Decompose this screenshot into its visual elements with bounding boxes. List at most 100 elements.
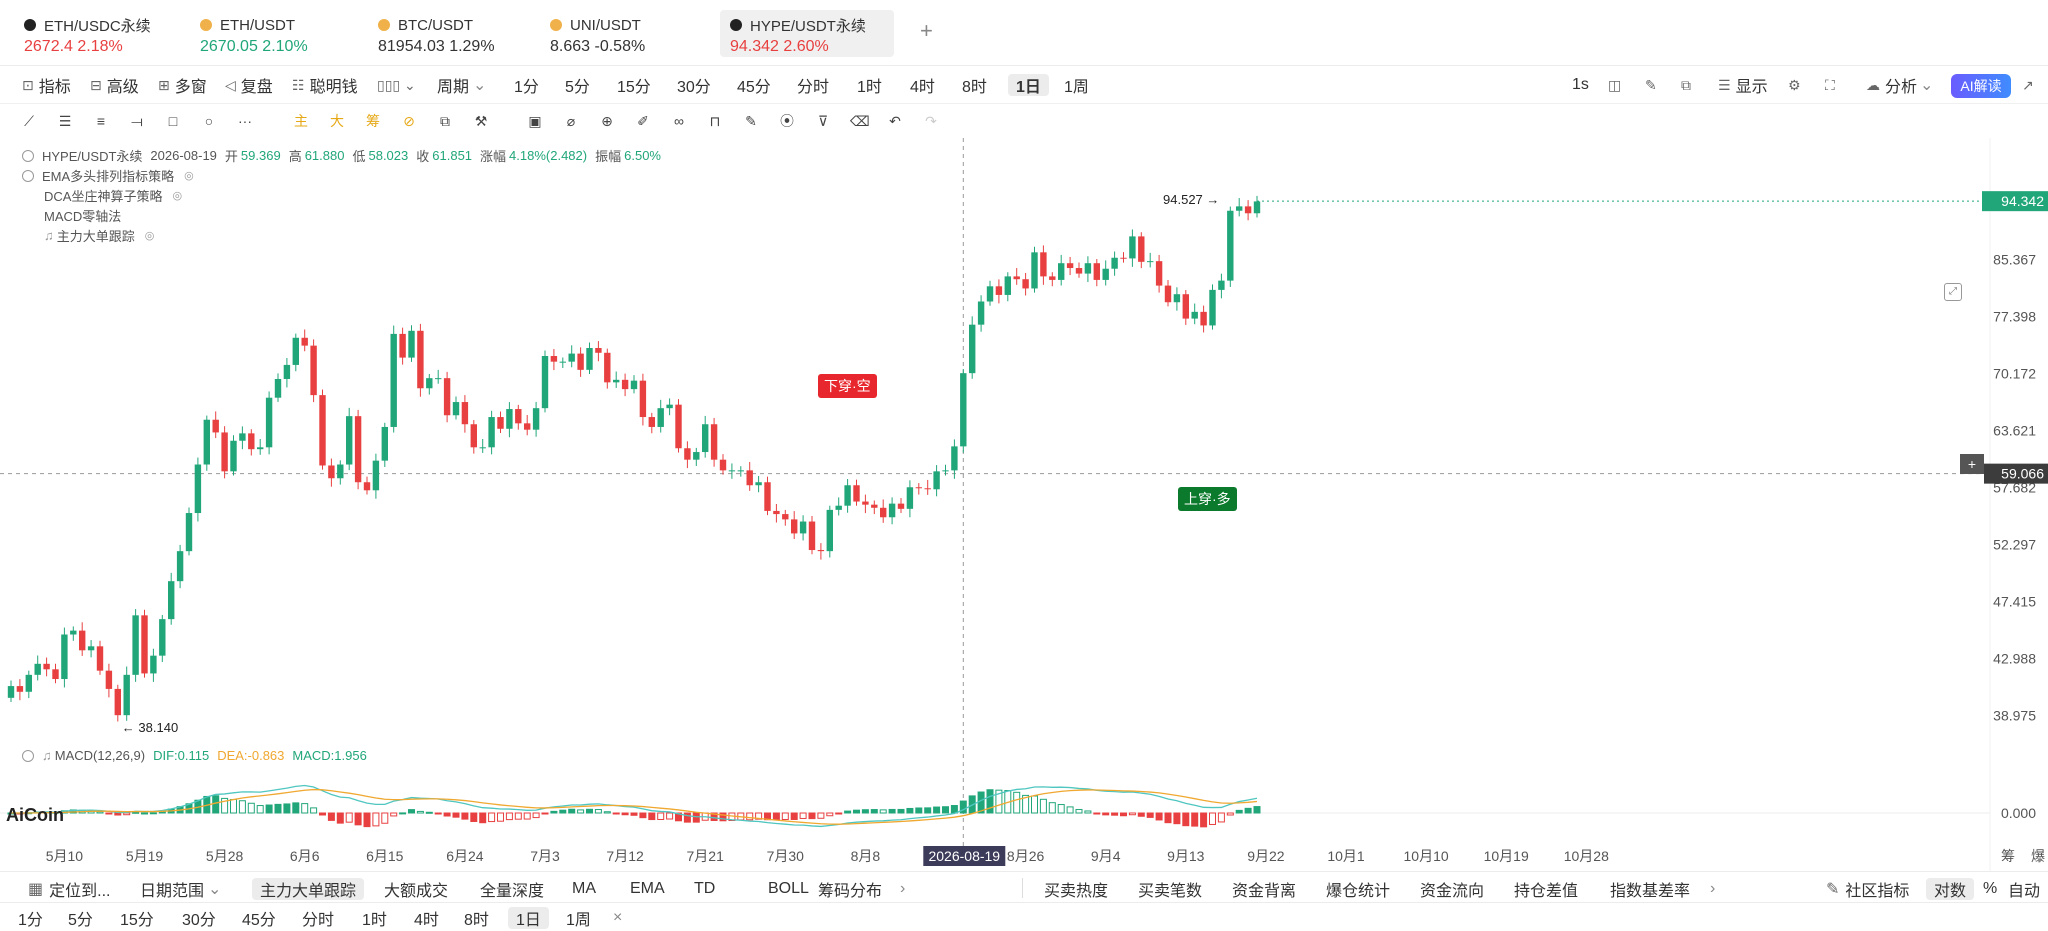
symbol-tab[interactable]: ETH/USDC永续 2672.4 2.18% (14, 10, 161, 57)
indicator-tab[interactable]: 筹码分布 (818, 883, 883, 900)
interval-button[interactable]: 30分 (677, 79, 711, 96)
fullscreen-icon[interactable]: ⛶ (1825, 76, 1835, 93)
export-icon[interactable]: ↗ (2022, 76, 2034, 93)
main-icon[interactable]: 主 (294, 113, 308, 129)
eye-off-icon[interactable]: ◎ (172, 190, 183, 202)
symbol-tab[interactable]: HYPE/USDT永续 94.342 2.60% (720, 10, 894, 57)
interval-button[interactable]: 5分 (68, 912, 93, 929)
settings-icon[interactable]: ⚙ (1788, 76, 1801, 93)
magnet-icon[interactable]: ⦿ (780, 113, 794, 129)
marker-icon[interactable]: ✐ (637, 113, 649, 129)
indicator-tab[interactable]: EMA (630, 880, 665, 897)
zoom-icon[interactable]: ⊕ (601, 113, 613, 129)
close-icon[interactable]: × (613, 909, 623, 926)
interval-button[interactable]: 5分 (565, 79, 590, 96)
channel-icon[interactable]: ≡ (96, 113, 106, 129)
expand-icon[interactable]: ⤢ (1944, 283, 1962, 301)
interval-button[interactable]: 8时 (464, 912, 489, 929)
eye-off-icon[interactable]: ◎ (144, 230, 155, 242)
add-alert-icon[interactable]: + (1960, 454, 1984, 474)
ellipse-icon[interactable]: ○ (204, 113, 214, 129)
data-tab[interactable]: 爆仓统计 (1326, 883, 1391, 900)
brush-icon[interactable]: ⚒ (474, 113, 488, 129)
camera-icon[interactable]: ◫ (1608, 76, 1622, 93)
indicator-tab[interactable]: TD (694, 880, 716, 897)
crossout-icon[interactable]: ⊘ (403, 113, 415, 129)
collapse-icon[interactable] (22, 749, 34, 762)
redo-icon[interactable]: ↷ (925, 113, 937, 129)
pencil-icon[interactable]: ✎ (1645, 76, 1657, 93)
interval-button[interactable]: 8时 (962, 79, 987, 96)
community-indicators-button[interactable]: ✎ 社区指标 (1826, 878, 1909, 900)
clipboard-icon[interactable]: ▣ (528, 113, 542, 129)
interval-button[interactable]: 1周 (566, 912, 591, 929)
one-second-button[interactable]: 1s (1572, 74, 1589, 96)
interval-button[interactable]: 15分 (120, 912, 154, 929)
percent-button[interactable]: % (1983, 878, 1997, 900)
eye-off-icon[interactable]: ◎ (184, 170, 194, 182)
data-tab[interactable]: 资金流向 (1420, 883, 1485, 900)
advanced-button[interactable]: ⊟ 高级 (90, 74, 139, 97)
link-icon[interactable]: ∞ (674, 113, 684, 129)
log-scale-button[interactable]: 对数 (1926, 878, 1975, 900)
analysis-dropdown[interactable]: ☁ 分析 ⌄ (1866, 74, 1933, 97)
chips-icon[interactable]: 筹 (366, 113, 380, 129)
price-chart[interactable]: 85.367 77.398 70.172 63.621 57.682 52.297 47.4… (0, 138, 2048, 871)
rectangle-icon[interactable]: □ (168, 113, 178, 129)
interval-button[interactable]: 45分 (737, 79, 771, 96)
ai-interpret-button[interactable]: AI解读 (1951, 74, 2011, 98)
filter-icon[interactable]: ⊽ (817, 113, 829, 129)
multi-window-button[interactable]: ⊞ 多窗 (158, 74, 207, 97)
trash-icon[interactable]: ⌫ (850, 113, 870, 129)
interval-button[interactable]: 分时 (797, 79, 830, 96)
lock-icon[interactable]: ⊓ (709, 113, 721, 129)
period-dropdown[interactable]: 周期 ⌄ (437, 74, 486, 96)
replay-button[interactable]: ◁ 复盘 (225, 74, 273, 97)
chevron-right-icon[interactable]: › (900, 880, 906, 897)
data-tab[interactable]: 买卖笔数 (1138, 883, 1203, 900)
data-tab[interactable]: 持仓差值 (1514, 883, 1579, 900)
copy-icon[interactable]: ⧉ (440, 113, 450, 129)
interval-button[interactable]: 1日 (508, 907, 549, 929)
symbol-tab[interactable]: ETH/USDT 2670.05 2.10% (190, 10, 318, 57)
date-range-dropdown[interactable]: 日期范围 ⌄ (140, 878, 221, 900)
display-button[interactable]: ☰ 显示 (1718, 74, 1768, 97)
interval-button[interactable]: 30分 (182, 912, 216, 929)
strategy-macd-zero[interactable]: MACD零轴法 (44, 206, 121, 225)
big-icon[interactable]: 大 (330, 113, 344, 129)
indicator-tab[interactable]: MA (572, 880, 596, 897)
chevron-right-icon[interactable]: › (1710, 880, 1716, 897)
auto-button[interactable]: 自动 (2008, 878, 2040, 900)
interval-button[interactable]: 45分 (242, 912, 276, 929)
undo-icon[interactable]: ↶ (889, 113, 901, 129)
horizontal-line-icon[interactable]: ⟞ (131, 113, 143, 129)
collapse-icon[interactable] (22, 169, 34, 182)
symbol-tab[interactable]: UNI/USDT 8.663 -0.58% (540, 10, 655, 57)
chart-type-button[interactable]: ▯▯▯ ⌄ (377, 74, 421, 96)
indicator-tab[interactable]: 大额成交 (384, 883, 449, 900)
interval-button[interactable]: 分时 (302, 912, 335, 929)
data-tab[interactable]: 资金背离 (1232, 883, 1297, 900)
add-tab-icon[interactable]: + (920, 18, 933, 43)
parallel-lines-icon[interactable]: ☰ (58, 113, 72, 129)
interval-button[interactable]: 1分 (18, 912, 43, 929)
data-tab[interactable]: 买卖热度 (1044, 883, 1109, 900)
more-icon[interactable]: ··· (238, 113, 252, 129)
interval-button[interactable]: 1时 (362, 912, 387, 929)
interval-button[interactable]: 1分 (514, 79, 539, 96)
indicators-button[interactable]: ⊡ 指标 (22, 74, 71, 97)
interval-button[interactable]: 1时 (857, 79, 882, 96)
symbol-tab[interactable]: BTC/USDT 81954.03 1.29% (368, 10, 505, 57)
share-icon[interactable]: ⧉ (1681, 76, 1691, 93)
strategy-ema[interactable]: EMA多头排列指标策略 ◎ (22, 166, 194, 185)
interval-button[interactable]: 4时 (414, 912, 439, 929)
smart-money-button[interactable]: ☷ 聪明钱 (292, 74, 358, 97)
locate-button[interactable]: ▦ 定位到... (28, 878, 110, 900)
indicator-tab[interactable]: BOLL (768, 880, 809, 897)
candlestick-chart[interactable]: 85.36777.39870.17263.62157.68252.29747.4… (0, 138, 2048, 871)
strategy-main-tracking[interactable]: ♫ 主力大单跟踪 ◎ (44, 226, 154, 245)
interval-button[interactable]: 15分 (617, 79, 651, 96)
collapse-icon[interactable] (22, 149, 34, 162)
interval-button[interactable]: 4时 (910, 79, 935, 96)
interval-button[interactable]: 1周 (1064, 79, 1089, 96)
